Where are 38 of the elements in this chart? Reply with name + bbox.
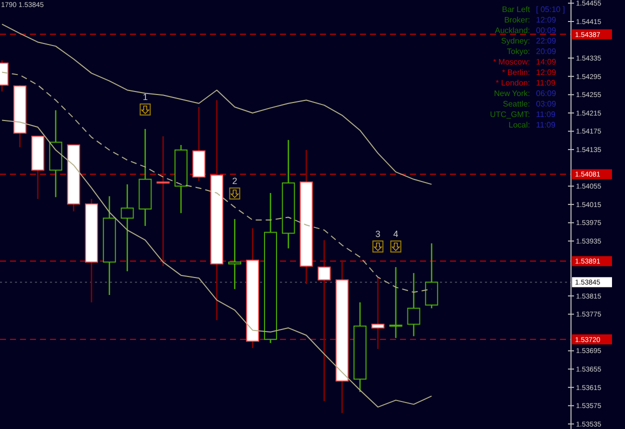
text: Seattle: — [502, 100, 530, 108]
candlestick — [389, 266, 402, 339]
candlestick — [371, 276, 384, 350]
text: 06:09 — [536, 89, 557, 98]
annotation: 1 — [142, 92, 148, 102]
text: 11:09 — [536, 120, 556, 130]
candlestick — [407, 272, 420, 337]
text: Broker: — [504, 16, 530, 24]
text: Tokyo: — [506, 47, 530, 56]
line-series — [2, 120, 432, 408]
text: [ 05:10 ] — [536, 5, 565, 14]
text: Sydney: — [501, 36, 530, 46]
text: New York: — [494, 89, 530, 98]
text: Auckland: — [494, 26, 530, 35]
text: UTC_GMT: — [490, 110, 530, 119]
line-series — [2, 24, 432, 185]
text: * London: — [496, 78, 530, 88]
text: 11:09 — [536, 78, 556, 88]
text: 11:09 — [536, 110, 556, 119]
text: 12:09 — [536, 68, 557, 77]
candlestick — [120, 184, 134, 272]
text: 03:09 — [536, 100, 557, 108]
text: 22:09 — [536, 36, 557, 46]
annotation: 2 — [232, 176, 238, 186]
text: 00:09 — [536, 26, 557, 35]
text: Local: — [508, 120, 530, 130]
candlestick — [156, 136, 170, 267]
text: 12:09 — [536, 16, 557, 24]
text: * Berlin: — [502, 68, 530, 77]
candlestick — [425, 242, 438, 309]
annotation: 4 — [393, 229, 398, 239]
candlestick — [318, 239, 331, 402]
text: 14:09 — [536, 58, 557, 66]
annotation: 3 — [375, 229, 380, 239]
text: Bar Left — [502, 5, 531, 14]
text: * Moscow: — [493, 58, 530, 66]
candlestick — [228, 218, 242, 290]
text: 20:09 — [536, 47, 557, 56]
